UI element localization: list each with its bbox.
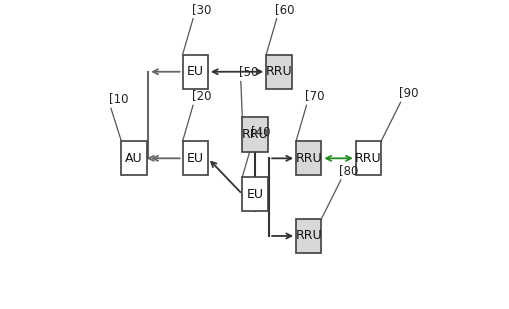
Text: [30: [30 <box>191 3 211 16</box>
Text: [90: [90 <box>398 86 418 99</box>
Text: EU: EU <box>246 188 263 201</box>
Text: EU: EU <box>186 65 204 78</box>
Bar <box>266 55 291 89</box>
Text: AU: AU <box>125 152 143 165</box>
Bar <box>182 141 208 176</box>
Text: RRU: RRU <box>265 65 292 78</box>
Bar <box>295 219 321 253</box>
Text: RRU: RRU <box>295 152 321 165</box>
Text: [50: [50 <box>239 66 258 78</box>
Text: RRU: RRU <box>295 230 321 243</box>
Text: [70: [70 <box>304 89 324 102</box>
Text: EU: EU <box>186 152 204 165</box>
Text: [80: [80 <box>338 164 358 177</box>
Bar <box>355 141 380 176</box>
Text: [40: [40 <box>251 125 270 138</box>
Text: [20: [20 <box>191 89 211 102</box>
Bar <box>182 55 208 89</box>
Bar <box>121 141 147 176</box>
Text: RRU: RRU <box>241 128 268 141</box>
Bar <box>295 141 321 176</box>
Bar <box>242 117 267 152</box>
Text: [60: [60 <box>275 3 294 16</box>
Bar <box>242 177 267 211</box>
Text: [10: [10 <box>109 92 129 105</box>
Text: RRU: RRU <box>354 152 381 165</box>
